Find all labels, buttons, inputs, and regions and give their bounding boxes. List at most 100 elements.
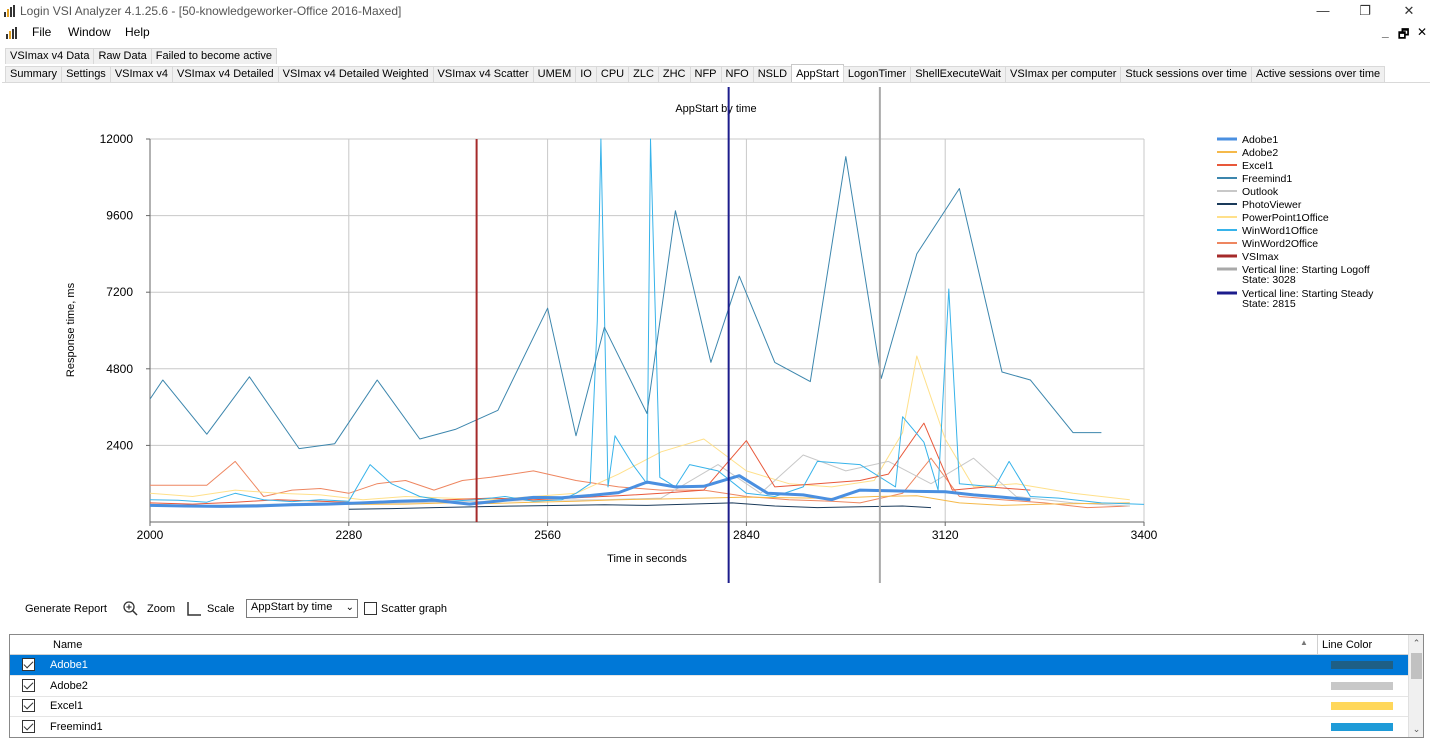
tab-row-1: VSImax v4 Data Raw Data Failed to become a… [5, 48, 277, 64]
column-header-line-color[interactable]: Line Color [1322, 639, 1373, 651]
legend-label: Vertical line: Starting Steady [1242, 288, 1374, 300]
scale-button[interactable]: Scale [207, 603, 235, 615]
tab-raw-data[interactable]: Raw Data [93, 48, 152, 64]
series-line-freemind1 [150, 156, 1102, 450]
column-header-name[interactable]: Name [53, 639, 83, 651]
x-tick-label: 2000 [137, 528, 164, 542]
menu-window[interactable]: Window [68, 25, 111, 39]
zoom-icon[interactable] [122, 600, 138, 616]
table-row[interactable]: Freemind1 [10, 717, 1409, 737]
table-row[interactable]: Adobe1 [10, 655, 1409, 676]
table-row[interactable]: Excel1 [10, 696, 1409, 717]
row-checkbox[interactable] [22, 719, 35, 733]
window-title: Login VSI Analyzer 4.1.25.6 - [50-knowle… [20, 4, 402, 18]
line-color-swatch[interactable] [1331, 681, 1393, 690]
mdi-restore-button[interactable]: 🗗 [1398, 27, 1410, 41]
menu-file[interactable]: File [32, 25, 52, 39]
scale-icon[interactable] [186, 601, 202, 617]
tab-vsimax-v4[interactable]: VSImax v4 [109, 66, 173, 82]
tab-vsimax-v4-detailed-weighted[interactable]: VSImax v4 Detailed Weighted [277, 66, 434, 82]
legend-label: WinWord2Office [1242, 238, 1318, 250]
zoom-button[interactable]: Zoom [147, 603, 176, 615]
series-line-winword1office [150, 138, 1144, 505]
row-name: Adobe1 [50, 659, 88, 671]
scroll-up-icon[interactable]: ⌃ [1412, 638, 1421, 648]
tab-shellexecutewait[interactable]: ShellExecuteWait [910, 66, 1006, 82]
x-tick-label: 3120 [932, 528, 959, 542]
line-color-swatch[interactable] [1331, 722, 1393, 731]
tab-failed-to-become-active[interactable]: Failed to become active [150, 48, 277, 64]
legend-label: Excel1 [1242, 160, 1274, 172]
legend-label: Adobe2 [1242, 147, 1278, 159]
tab-appstart[interactable]: AppStart [791, 64, 844, 82]
column-divider [1317, 635, 1318, 655]
x-axis-label: Time in seconds [607, 553, 687, 565]
row-name: Excel1 [50, 700, 84, 712]
menu-bar: File Window Help _ 🗗 ✕ [0, 22, 1432, 42]
chart-type-select[interactable]: AppStart by time ⌄ [246, 599, 358, 618]
y-axis-label: Response time, ms [65, 282, 77, 377]
y-tick-label: 7200 [106, 285, 133, 299]
line-color-swatch[interactable] [1331, 702, 1393, 710]
row-checkbox[interactable] [22, 678, 35, 692]
legend-label: State: 2815 [1242, 298, 1296, 310]
app-logo-icon [4, 5, 15, 17]
generate-report-button[interactable]: Generate Report [25, 603, 107, 615]
tab-nfo[interactable]: NFO [720, 66, 754, 82]
chart-type-select-value: AppStart by time [251, 601, 333, 613]
tab-nfp[interactable]: NFP [689, 66, 722, 82]
legend-label: Adobe1 [1242, 134, 1278, 146]
row-checkbox[interactable] [22, 658, 35, 671]
tab-summary[interactable]: Summary [5, 66, 63, 82]
sort-ascending-icon: ▲ [1300, 638, 1308, 647]
legend-label: VSImax [1242, 251, 1280, 263]
tab-row-2: Summary Settings VSImax v4 VSImax v4 Detail… [5, 64, 1386, 82]
tab-zlc[interactable]: ZLC [628, 66, 659, 82]
series-line-photoviewer [348, 502, 932, 510]
line-color-swatch[interactable] [1331, 661, 1393, 669]
y-tick-label: 4800 [106, 362, 133, 376]
tab-zhc[interactable]: ZHC [657, 66, 691, 82]
tab-settings[interactable]: Settings [61, 66, 111, 82]
tab-nsld[interactable]: NSLD [752, 66, 793, 82]
series-line-adobe1 [150, 474, 1031, 508]
series-line-winword2office [150, 457, 1130, 509]
legend-label: PowerPoint1Office [1242, 212, 1329, 224]
scatter-graph-checkbox[interactable] [364, 602, 377, 615]
chevron-down-icon: ⌄ [345, 602, 354, 613]
tab-vsimax-v4-detailed[interactable]: VSImax v4 Detailed [172, 66, 279, 82]
series-line-powerpoint1office [150, 355, 1130, 501]
scroll-down-icon[interactable]: ⌄ [1412, 724, 1421, 734]
mdi-app-icon[interactable] [6, 27, 20, 39]
series-group [150, 138, 1144, 510]
x-tick-label: 2560 [534, 528, 561, 542]
menu-help[interactable]: Help [125, 25, 150, 39]
mdi-close-button[interactable]: ✕ [1417, 25, 1428, 39]
tab-umem[interactable]: UMEM [532, 66, 577, 82]
tab-vsimax-per-computer[interactable]: VSImax per computer [1005, 66, 1122, 82]
legend-label: Outlook [1242, 186, 1279, 198]
table-row[interactable]: Adobe2 [10, 676, 1409, 697]
legend-label: WinWord1Office [1242, 225, 1318, 237]
window-close-button[interactable]: ✕ [1403, 3, 1415, 18]
tab-stuck-sessions-over-time[interactable]: Stuck sessions over time [1120, 66, 1253, 82]
row-checkbox[interactable] [22, 699, 35, 712]
chart-title: AppStart by time [675, 103, 756, 115]
tab-active-sessions-over-time[interactable]: Active sessions over time [1251, 66, 1386, 82]
legend-label: Freemind1 [1242, 173, 1292, 185]
window-restore-button[interactable]: ❐ [1359, 3, 1371, 18]
row-name: Adobe2 [50, 679, 88, 692]
series-grid: Name ▲ Line Color Adobe1 Adobe2 Excel1 Free… [9, 634, 1424, 738]
tab-cpu[interactable]: CPU [595, 66, 630, 82]
legend-label: PhotoViewer [1242, 199, 1302, 211]
y-tick-label: 12000 [100, 132, 134, 146]
y-tick-label: 9600 [106, 209, 133, 223]
y-tick-label: 2400 [106, 438, 133, 452]
appstart-chart: 2000 2280 2560 2840 3120 3400 2400 4800 7200 9600… [65, 87, 1374, 583]
tab-vsimax-v4-scatter[interactable]: VSImax v4 Scatter [432, 66, 534, 82]
grid-scrollbar[interactable]: ⌃ ⌄ [1408, 635, 1423, 737]
window-titlebar: Login VSI Analyzer 4.1.25.6 - [50-knowle… [0, 0, 1432, 22]
scroll-thumb[interactable] [1411, 653, 1422, 679]
mdi-minimize-button[interactable]: _ [1382, 25, 1389, 39]
window-minimize-button[interactable]: — [1316, 3, 1330, 18]
